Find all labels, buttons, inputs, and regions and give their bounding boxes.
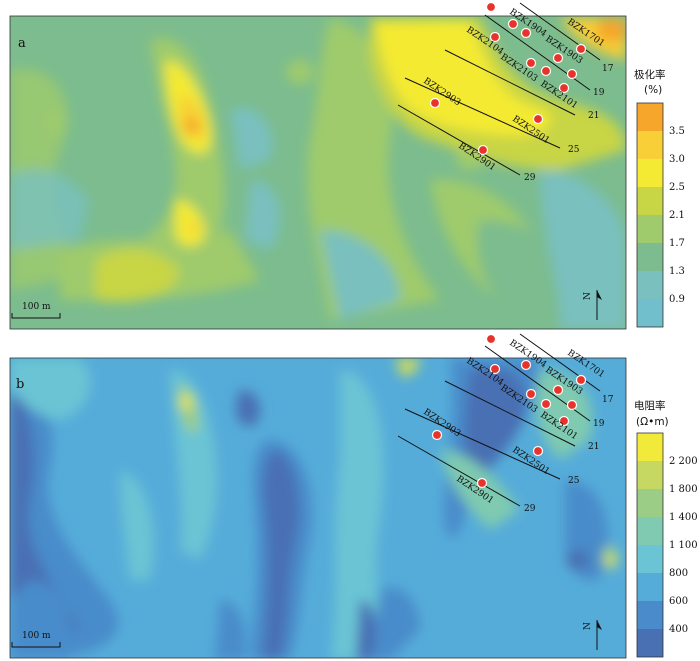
profile-label-21: 21 [588, 442, 599, 452]
legend-swatch [637, 629, 663, 657]
profile-label-19: 19 [593, 88, 605, 98]
borehole-marker [431, 429, 443, 441]
borehole-marker [566, 399, 578, 411]
profile-label-29: 29 [524, 504, 536, 514]
borehole-marker [566, 68, 578, 80]
borehole-marker [558, 82, 570, 94]
profile-label-25: 25 [568, 476, 580, 486]
borehole-marker [525, 57, 537, 69]
profile-label-17: 17 [602, 64, 614, 74]
legend-tick-label: 2.5 [669, 182, 685, 193]
legend-border [636, 432, 664, 658]
panel-a: a 17 19 21 25 29 BZK1701 BZK1904 BZK1903… [9, 1, 685, 330]
borehole-marker [489, 363, 501, 375]
panel-b: b 17 19 21 25 29 BZK1701 BZK1904 BZK1903… [9, 333, 698, 659]
borehole-marker [507, 18, 519, 30]
legend-swatch [637, 433, 663, 461]
profile-label-29: 29 [524, 173, 536, 183]
legend-border [636, 102, 664, 328]
legend-swatch [637, 573, 663, 601]
legend-swatch [637, 131, 663, 159]
borehole-marker [552, 52, 564, 64]
borehole-marker [485, 333, 497, 345]
borehole-marker [540, 65, 552, 77]
legend-tick-label: 1.7 [669, 238, 685, 249]
legend-tick-label: 1 800 [669, 484, 698, 495]
borehole-marker [552, 384, 564, 396]
borehole-marker [575, 43, 587, 55]
borehole-marker [575, 374, 587, 386]
legend-swatch [637, 215, 663, 243]
legend-tick-label: 1 100 [669, 540, 698, 551]
borehole-marker [520, 359, 532, 371]
profile-labels: 17 19 21 25 29 [524, 64, 614, 183]
legend-unit: (%) [644, 84, 662, 96]
legend-swatch [637, 601, 663, 629]
color-legend: 2 200 1 800 1 400 1 100 800 600 400 [636, 432, 698, 658]
legend-swatch [637, 103, 663, 131]
legend-tick-label: 2 200 [669, 456, 698, 467]
legend-unit: (Ω•m) [636, 416, 669, 428]
legend-swatch [637, 159, 663, 187]
scale-label: 100 m [22, 631, 51, 641]
north-arrow-icon: N [583, 620, 602, 650]
scale-bar: 100 m [11, 631, 61, 648]
scale-label: 100 m [22, 302, 51, 312]
legend-swatch [637, 545, 663, 573]
legend-tick-label: 800 [669, 568, 688, 579]
profile-label-19: 19 [593, 419, 605, 429]
profile-label-25: 25 [568, 145, 580, 155]
legend-tick-label: 3.0 [669, 154, 685, 165]
legend-title: 电阻率 [634, 399, 666, 412]
borehole-marker [532, 113, 544, 125]
color-legend: 3.5 3.0 2.5 2.1 1.7 1.3 0.9 [636, 102, 685, 328]
borehole-marker [558, 415, 570, 427]
legend-swatch [637, 271, 663, 299]
borehole-marker [520, 27, 532, 39]
legend-tick-label: 400 [669, 624, 688, 635]
borehole-marker [485, 1, 497, 13]
profile-label-21: 21 [588, 111, 599, 121]
legend-swatch [637, 299, 663, 327]
north-arrow-icon: N [583, 290, 602, 320]
borehole-markers [431, 333, 587, 489]
legend-tick-label: 600 [669, 596, 688, 607]
legend-swatch [637, 517, 663, 545]
borehole-marker [532, 445, 544, 457]
legend-tick-label: 3.5 [669, 126, 685, 137]
panel-letter: a [18, 36, 26, 51]
legend-tick-label: 0.9 [669, 294, 685, 305]
legend-tick-label: 1.3 [669, 266, 685, 277]
scale-bar: 100 m [11, 302, 61, 319]
legend-swatch [637, 461, 663, 489]
borehole-marker [489, 31, 501, 43]
borehole-markers [429, 1, 587, 156]
legend-swatch [637, 187, 663, 215]
legend-tick-label: 2.1 [669, 210, 685, 221]
north-label: N [583, 292, 593, 300]
profile-label-17: 17 [602, 395, 614, 405]
chargeability-map [10, 16, 626, 329]
north-label: N [583, 622, 593, 630]
legend-tick-label: 1 400 [669, 512, 698, 523]
panel-letter: b [16, 377, 24, 392]
borehole-marker [476, 477, 488, 489]
legend-swatch [637, 489, 663, 517]
borehole-marker [540, 398, 552, 410]
borehole-marker [429, 97, 441, 109]
legend-swatch [637, 243, 663, 271]
borehole-marker [477, 144, 489, 156]
borehole-marker [525, 388, 537, 400]
profile-labels: 17 19 21 25 29 [524, 395, 614, 514]
legend-title: 极化率 [634, 68, 666, 81]
